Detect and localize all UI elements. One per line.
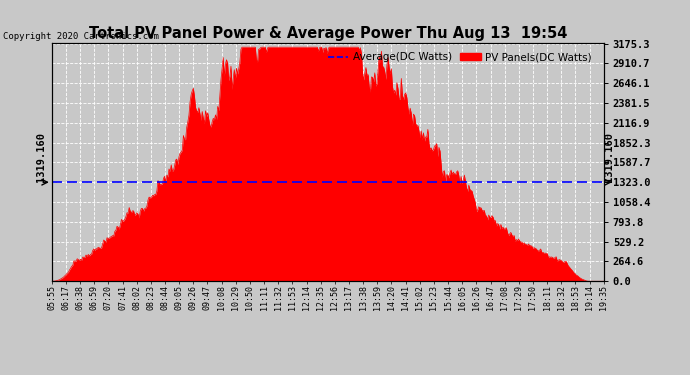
Text: 1319.160: 1319.160 — [604, 132, 613, 182]
Title: Total PV Panel Power & Average Power Thu Aug 13  19:54: Total PV Panel Power & Average Power Thu… — [88, 26, 567, 40]
Text: 1319.160: 1319.160 — [37, 132, 46, 182]
Text: Copyright 2020 Cartronics.com: Copyright 2020 Cartronics.com — [3, 32, 159, 41]
Legend: Average(DC Watts), PV Panels(DC Watts): Average(DC Watts), PV Panels(DC Watts) — [324, 48, 595, 67]
